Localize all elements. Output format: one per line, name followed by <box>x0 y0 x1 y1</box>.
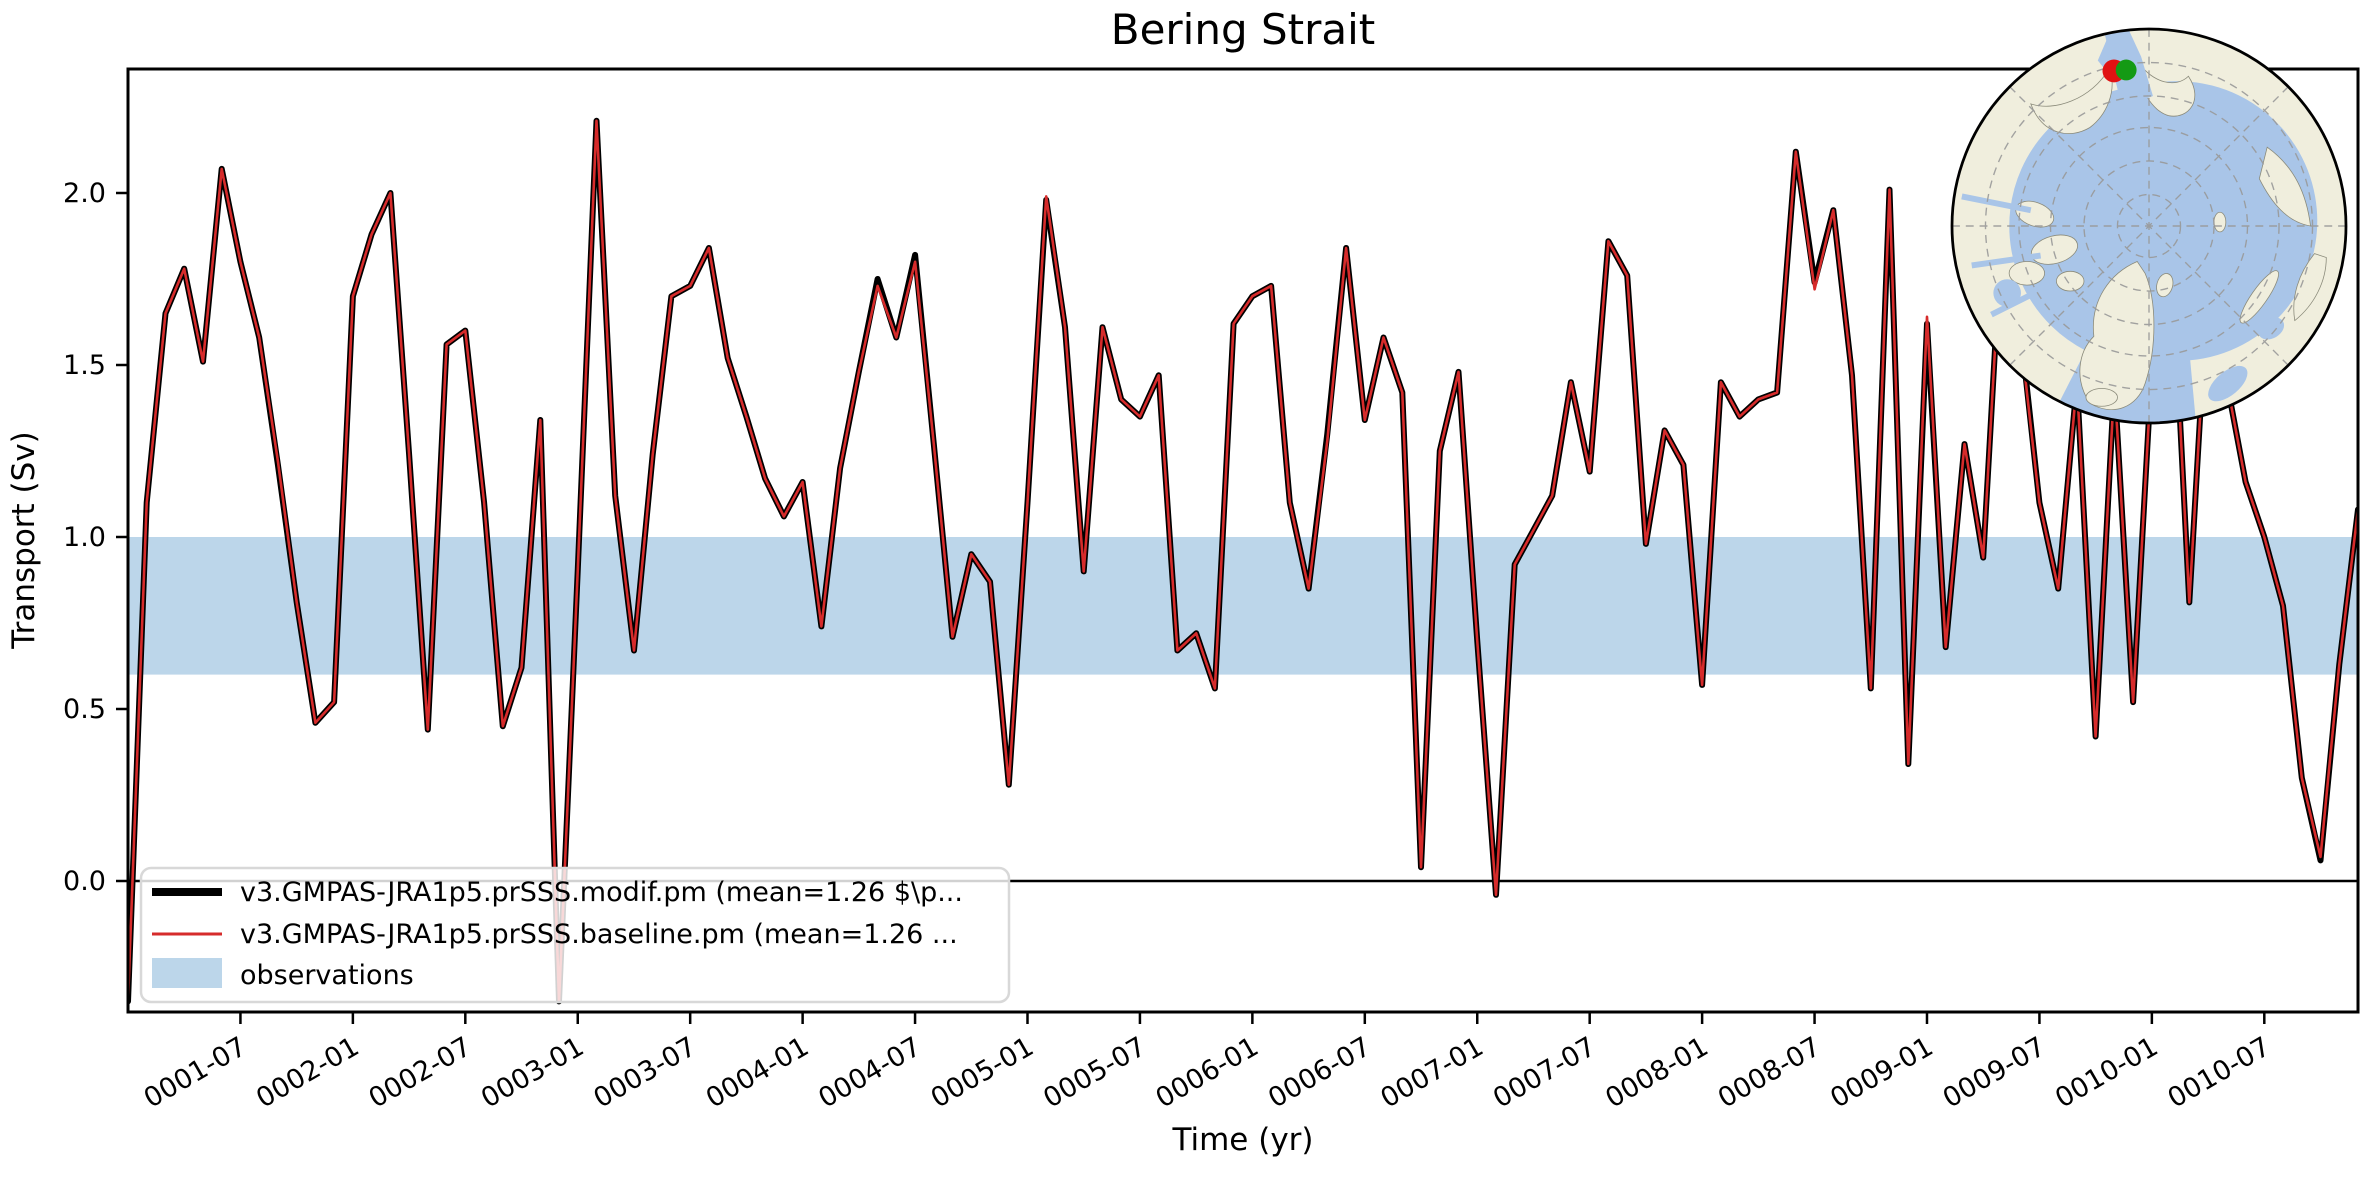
x-tick-label: 0005-07 <box>1038 1031 1151 1114</box>
legend-label-modif: v3.GMPAS-JRA1p5.prSSS.modif.pm (mean=1.2… <box>240 877 963 908</box>
legend-swatch-observations-patch <box>152 958 222 988</box>
x-tick-label: 0006-07 <box>1263 1031 1376 1114</box>
x-tick-label: 0005-01 <box>926 1031 1039 1114</box>
legend-label-observations: observations <box>240 960 414 991</box>
land-novaya-zemlya <box>2239 270 2279 324</box>
y-tick-label: 2.0 <box>63 178 106 209</box>
map-graticule <box>1951 28 2347 424</box>
land-severnaya-zemlya <box>2213 211 2227 233</box>
chart-title: Bering Strait <box>1111 5 1376 54</box>
archipelago-channel-2 <box>1971 252 2042 269</box>
x-tick-label: 0010-07 <box>2163 1031 2276 1114</box>
series-baseline-line <box>128 119 2358 1003</box>
x-tick-label: 0002-01 <box>251 1031 364 1114</box>
y-tick-label: 1.5 <box>63 350 106 381</box>
x-axis-ticks: 0001-07 0002-01 0002-07 0003-01 0003-07 0004-… <box>139 1012 2276 1114</box>
map-border-circle <box>1950 27 2348 425</box>
x-tick-label: 0007-01 <box>1376 1031 1489 1114</box>
graticule-meridian-diag2 <box>2009 86 2289 366</box>
archipelago-channel-1 <box>1961 193 2032 214</box>
x-tick-label: 0008-07 <box>1713 1031 1826 1114</box>
land-svalbard <box>2156 273 2174 298</box>
map-content <box>1951 28 2347 424</box>
x-tick-label: 0007-07 <box>1488 1031 1601 1114</box>
map-channels <box>1961 193 2052 318</box>
land-canadian-island-3 <box>2008 261 2045 286</box>
legend-label-baseline: v3.GMPAS-JRA1p5.prSSS.baseline.pm (mean=… <box>240 919 958 950</box>
y-axis-ticks: 0.0 0.5 1.0 1.5 2.0 <box>63 178 128 897</box>
x-tick-label: 0008-01 <box>1600 1031 1713 1114</box>
x-tick-label: 0010-01 <box>2050 1031 2163 1114</box>
y-tick-label: 0.5 <box>63 694 106 725</box>
x-tick-label: 0001-07 <box>139 1031 252 1114</box>
observations-band <box>128 537 2358 675</box>
y-axis-label: Transport (Sv) <box>6 431 42 650</box>
white-sea <box>2258 317 2285 340</box>
x-tick-label: 0004-01 <box>701 1031 814 1114</box>
hudson-bay <box>1993 279 2021 307</box>
x-tick-label: 0003-07 <box>588 1031 701 1114</box>
x-tick-label: 0002-07 <box>364 1031 477 1114</box>
y-tick-label: 0.0 <box>63 866 106 897</box>
baseline-location-dot <box>2115 59 2137 81</box>
x-axis-label: Time (yr) <box>1172 1122 1314 1158</box>
land-siberia-bulge-2 <box>2293 253 2327 322</box>
x-tick-label: 0009-01 <box>1825 1031 1938 1114</box>
arctic-map-inset <box>1950 27 2348 425</box>
baltic-sea <box>2208 365 2248 402</box>
land-iceland <box>2085 388 2118 407</box>
legend: v3.GMPAS-JRA1p5.prSSS.modif.pm (mean=1.2… <box>139 866 1011 1004</box>
land-alaska-canada <box>1951 32 2119 404</box>
graticule-circle-1 <box>2116 193 2182 259</box>
y-tick-label: 1.0 <box>63 522 106 553</box>
graticule-circle-4 <box>2018 95 2280 357</box>
x-tick-label: 0009-07 <box>1938 1031 2051 1114</box>
x-tick-label: 0006-01 <box>1151 1031 1264 1114</box>
archipelago-channel-3 <box>1990 282 2052 318</box>
land-canadian-island-4 <box>2056 270 2085 292</box>
x-tick-label: 0003-01 <box>476 1031 589 1114</box>
map-land-detail <box>2008 59 2327 410</box>
x-tick-label: 0004-07 <box>813 1031 926 1114</box>
legend-box <box>139 866 1011 1004</box>
axes-border <box>126 67 2360 1014</box>
